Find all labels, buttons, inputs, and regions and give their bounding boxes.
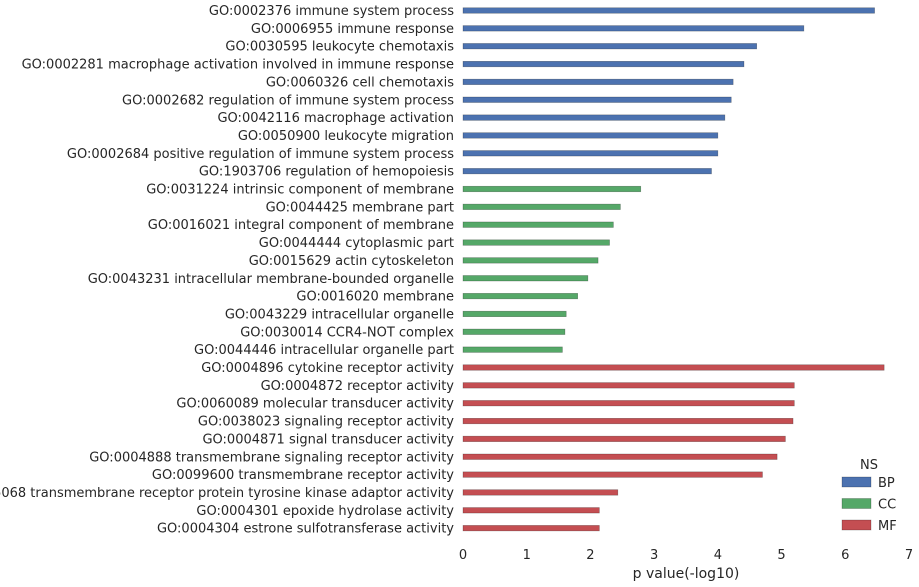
bar-cc-4 — [462, 239, 610, 246]
category-label: GO:0099600 transmembrane receptor activi… — [152, 468, 454, 483]
bar-cc-9 — [462, 328, 566, 335]
category-label: GO:0006955 immune response — [251, 22, 454, 37]
category-label: GO:0030014 CCR4-NOT complex — [240, 325, 454, 340]
bar-bp-6 — [462, 96, 732, 103]
bar-cc-3 — [462, 221, 614, 228]
category-label: GO:0004872 receptor activity — [261, 379, 455, 394]
category-label: GO:0044444 cytoplasmic part — [259, 236, 454, 251]
category-label: GO:0060326 cell chemotaxis — [266, 75, 454, 90]
bar-cc-10 — [462, 346, 563, 353]
legend-swatch-cc — [841, 498, 872, 509]
category-label: GO:1903706 regulation of hemopoiesis — [199, 165, 454, 180]
x-tick-label: 2 — [586, 548, 594, 563]
category-labels: GO:0002376 immune system process GO:00069… — [0, 4, 454, 537]
x-tick-label: 7 — [905, 548, 913, 563]
x-tick-label: 3 — [650, 548, 658, 563]
category-label: GO:0004871 signal transducer activity — [202, 432, 454, 447]
legend-swatch-bp — [841, 476, 872, 488]
category-label: GO:0044425 membrane part — [266, 200, 454, 215]
legend-label-mf: MF — [878, 519, 897, 534]
x-axis-title: p value(-log10) — [633, 566, 740, 582]
bar-mf-3 — [462, 400, 795, 407]
category-label: GO:0015629 actin cytoskeleton — [249, 254, 454, 269]
category-label: GO:0004896 cytokine receptor activity — [201, 361, 454, 376]
bar-cc-8 — [462, 310, 567, 318]
category-label: GO:0004304 estrone sulfotransferase acti… — [157, 522, 454, 537]
category-label: GO:0004888 transmembrane signaling recep… — [89, 450, 454, 465]
x-tick-label: 5 — [777, 548, 785, 563]
category-label: GO:0042116 macrophage activation — [217, 111, 454, 126]
bar-mf-9 — [462, 507, 600, 514]
category-label: GO:0050900 leukocyte migration — [238, 129, 454, 144]
legend: NS BP CC MF — [841, 458, 897, 534]
category-label: GO:0044446 intracellular organelle part — [194, 343, 454, 358]
bar-cc-7 — [462, 293, 578, 300]
bar-mf-5 — [462, 435, 786, 442]
bar-cc-5 — [462, 257, 599, 264]
bar-mf-10 — [462, 525, 600, 532]
category-label: GO:0002281 macrophage activation involve… — [22, 58, 454, 73]
bar-bp-5 — [462, 78, 734, 85]
bar-mf-8 — [462, 489, 619, 496]
bar-mf-4 — [462, 417, 794, 425]
bar-bp-1 — [462, 7, 875, 14]
bar-bp-4 — [462, 60, 745, 68]
bar-bp-8 — [462, 132, 719, 139]
bar-bp-2 — [462, 25, 805, 32]
bar-mf-1 — [462, 364, 885, 371]
bar-mf-6 — [462, 453, 778, 460]
bar-bp-7 — [462, 114, 726, 121]
category-label: GO:0005068 transmembrane receptor protei… — [0, 486, 454, 501]
category-label: GO:0038023 signaling receptor activity — [198, 415, 454, 430]
x-tick-label: 4 — [714, 548, 722, 563]
x-tick-label: 1 — [523, 548, 531, 563]
bar-mf-2 — [462, 382, 795, 389]
category-label: GO:0030595 leukocyte chemotaxis — [225, 40, 454, 55]
bar-cc-1 — [462, 185, 642, 193]
category-label: GO:0002682 regulation of immune system p… — [122, 93, 454, 108]
bar-bp-9 — [462, 150, 719, 157]
x-tick-label: 6 — [841, 548, 849, 563]
x-axis: 0 1 2 3 4 5 6 7 — [459, 548, 913, 563]
bar-mf-7 — [462, 471, 763, 478]
category-label: GO:0043231 intracellular membrane-bounde… — [88, 272, 454, 287]
bars-layer — [462, 7, 885, 532]
legend-swatch-mf — [841, 519, 872, 531]
category-label: GO:0004301 epoxide hydrolase activity — [196, 504, 454, 519]
category-label: GO:0060089 molecular transducer activity — [176, 397, 454, 412]
legend-label-cc: CC — [878, 498, 896, 513]
bar-bp-3 — [462, 43, 758, 50]
category-label: GO:0002376 immune system process — [209, 4, 454, 19]
x-tick-label: 0 — [459, 548, 467, 563]
bar-bp-10 — [462, 168, 712, 175]
category-label: GO:0031224 intrinsic component of membra… — [146, 183, 454, 198]
category-label: GO:0002684 positive regulation of immune… — [67, 147, 454, 162]
bar-cc-2 — [462, 203, 621, 210]
category-label: GO:0016021 integral component of membran… — [148, 218, 454, 233]
legend-label-bp: BP — [878, 476, 895, 491]
category-label: GO:0043229 intracellular organelle — [225, 307, 454, 322]
bar-cc-6 — [462, 275, 589, 282]
category-label: GO:0016020 membrane — [296, 290, 454, 305]
legend-title: NS — [860, 458, 878, 473]
